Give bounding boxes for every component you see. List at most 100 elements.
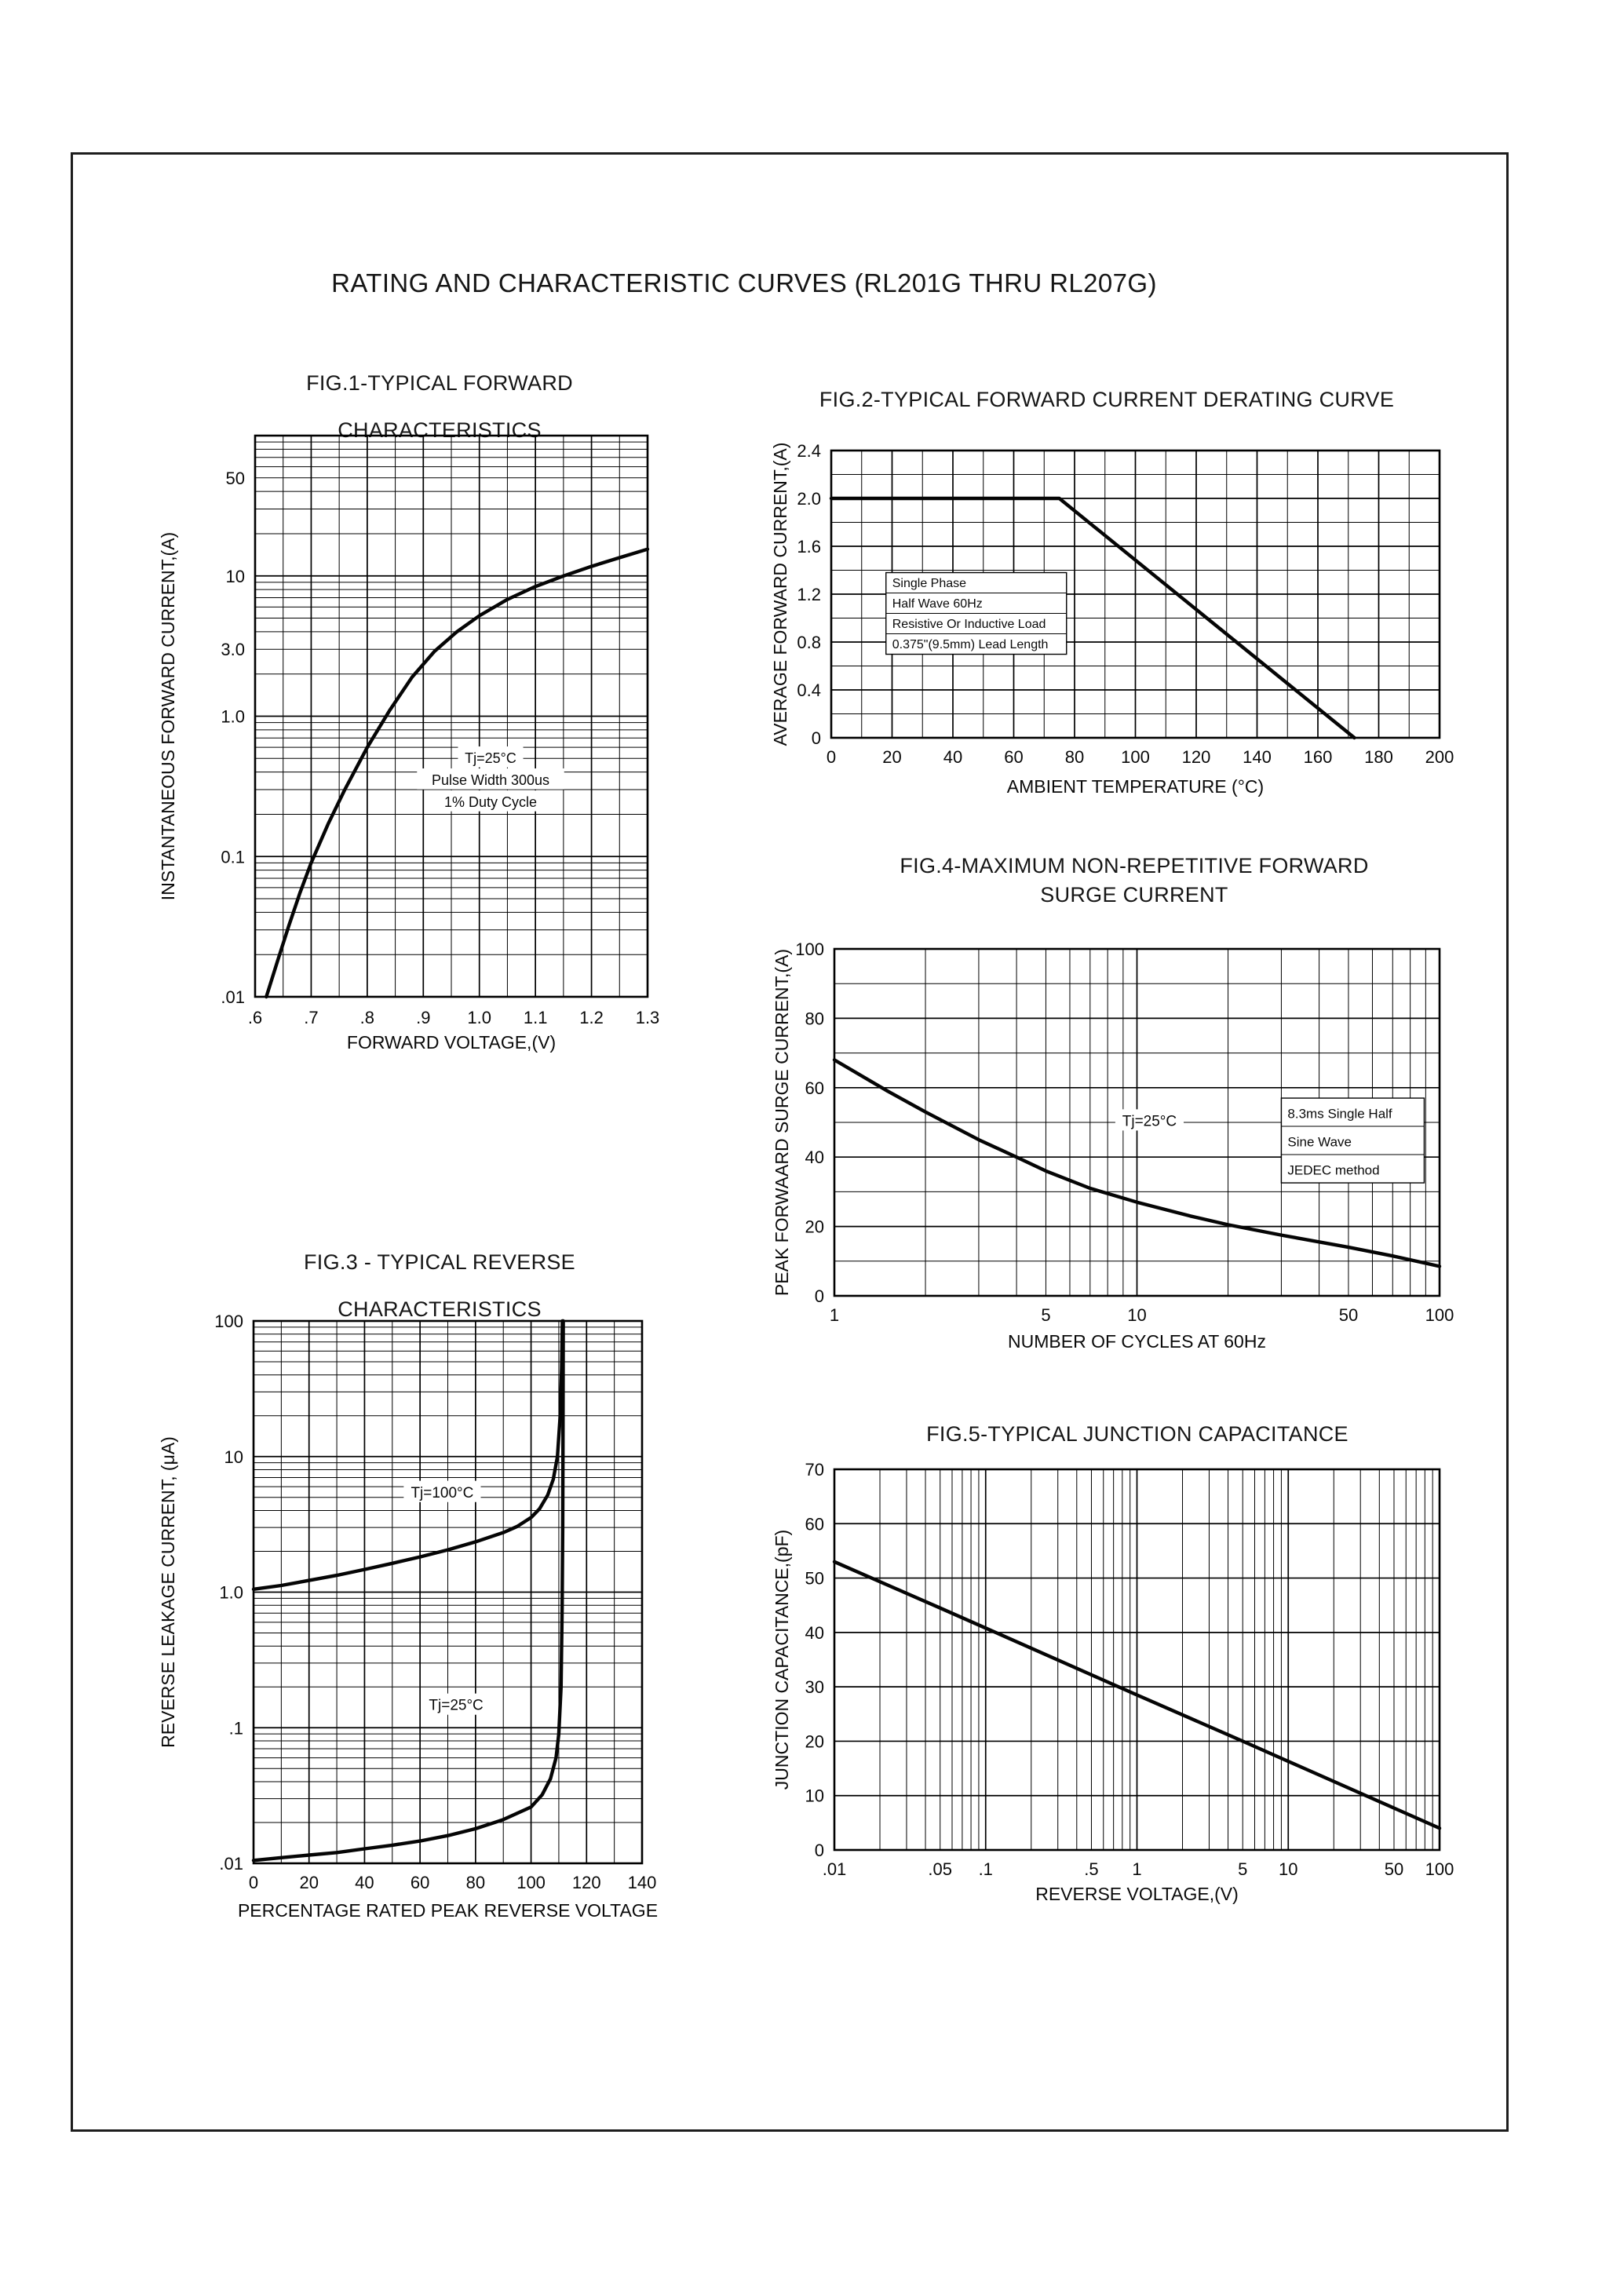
y-tick-label: 2.0	[797, 489, 821, 509]
annotation-text: Tj=25°C	[1122, 1113, 1177, 1129]
fig3-frame	[252, 1319, 644, 1865]
y-tick-label: 0.8	[797, 633, 821, 652]
y-axis-title: JUNCTION CAPACITANCE,(pF)	[772, 1530, 792, 1790]
x-tick-label: .6	[248, 1008, 262, 1027]
annotation-text: 1% Duty Cycle	[444, 794, 537, 810]
x-tick-label: .7	[304, 1008, 318, 1027]
fig5-plot: .01 .05 .1 .5 1 5 10 50 100 0 10 20 30 40 50 60 70 REVERS…	[772, 1460, 1454, 1904]
x-tick-label: 100	[1121, 747, 1150, 767]
y-tick-label: 0	[812, 728, 821, 748]
y-axis-title: INSTANTANEOUS FORWARD CURRENT,(A)	[158, 532, 178, 900]
y-tick-label: .01	[219, 1854, 243, 1874]
fig5-title-line1: FIG.5-TYPICAL JUNCTION CAPACITANCE	[926, 1422, 1348, 1446]
fig3-title-line2: CHARACTERISTICS	[338, 1297, 542, 1321]
fig1-plot: .6 .7 .8 .9 1.0 1.1 1.2 1.3 50 10 3.0 1.0 0.1 .01 FORW…	[158, 434, 659, 1053]
x-tick-label: 0	[827, 747, 836, 767]
fig5-chart: .01 .05 .1 .5 1 5 10 50 100 0 10 20 30 40 50 60 70 REVERS…	[769, 1460, 1554, 1931]
y-tick-label: 1.0	[219, 1583, 243, 1603]
x-tick-label: 60	[1004, 747, 1023, 767]
annotation-text: 8.3ms Single Half	[1287, 1106, 1392, 1121]
y-tick-label: 10	[224, 1447, 243, 1467]
fig2-curve-0	[829, 496, 1356, 740]
fig3-title: FIG.3 - TYPICAL REVERSE CHARACTERISTICS	[204, 1239, 675, 1333]
y-tick-label: .01	[221, 987, 245, 1007]
y-tick-label: 60	[805, 1514, 824, 1534]
annotation-text: Single Phase	[892, 577, 966, 590]
x-tick-label: 60	[411, 1873, 429, 1892]
fig2-frame	[830, 449, 1441, 739]
y-tick-label: 0	[815, 1841, 824, 1860]
y-tick-label: 10	[226, 567, 245, 586]
annotation-text: Resistive Or Inductive Load	[892, 618, 1046, 631]
x-tick-label: 10	[1279, 1859, 1297, 1879]
page-border	[71, 152, 1509, 2132]
x-tick-label: 20	[299, 1873, 318, 1892]
y-axis-title: PEAK FORWAARD SURGE CURRENT,(A)	[772, 949, 792, 1296]
y-tick-label: .1	[229, 1718, 243, 1738]
annotation-text: Tj=25°C	[429, 1698, 483, 1714]
y-tick-label: 70	[805, 1460, 824, 1480]
x-tick-label: 80	[466, 1873, 485, 1892]
y-tick-label: 40	[805, 1148, 824, 1167]
y-tick-label: 60	[805, 1078, 824, 1098]
x-tick-label: .5	[1084, 1859, 1098, 1879]
annotation-text: Tj=100°C	[411, 1485, 473, 1501]
x-tick-label: .8	[360, 1008, 374, 1027]
x-tick-label: 50	[1339, 1305, 1358, 1325]
x-tick-label: 1.0	[467, 1008, 491, 1027]
y-tick-label: 1.2	[797, 585, 821, 604]
fig2-title: FIG.2-TYPICAL FORWARD CURRENT DERATING C…	[730, 386, 1483, 413]
x-tick-label: .9	[416, 1008, 430, 1027]
y-tick-label: 3.0	[221, 640, 245, 659]
annotation-bg	[1115, 1109, 1184, 1131]
annotation-bg	[403, 1480, 481, 1502]
x-tick-label: 1	[1132, 1859, 1141, 1879]
x-tick-label: 1	[830, 1305, 839, 1325]
fig3-curve-0	[251, 1319, 564, 1591]
y-axis-title: AVERAGE FORWARD CURRENT,(A)	[770, 443, 790, 746]
x-axis-title: FORWARD VOLTAGE,(V)	[347, 1032, 556, 1053]
fig1-title: FIG.1-TYPICAL FORWARD CHARACTERISTICS	[204, 359, 675, 454]
fig1-curve-0	[265, 547, 650, 999]
annotation-text: Sine Wave	[1287, 1134, 1352, 1149]
y-tick-label: 100	[795, 940, 824, 959]
x-tick-label: 1.1	[524, 1008, 548, 1027]
x-tick-label: .01	[823, 1859, 847, 1879]
y-tick-label: 30	[805, 1677, 824, 1697]
x-tick-label: .1	[979, 1859, 993, 1879]
x-tick-label: 40	[943, 747, 962, 767]
fig4-curve-0	[832, 1058, 1442, 1268]
y-tick-label: 50	[805, 1569, 824, 1589]
x-tick-label: 10	[1127, 1305, 1146, 1325]
y-tick-label: 20	[805, 1217, 824, 1237]
x-tick-label: 5	[1238, 1859, 1247, 1879]
fig4-title-line2: SURGE CURRENT	[1040, 883, 1228, 907]
annotation-bg	[422, 1693, 491, 1715]
x-axis-title: NUMBER OF CYCLES AT 60Hz	[1008, 1331, 1266, 1352]
x-tick-label: 140	[1243, 747, 1272, 767]
fig2-chart: 0 20 40 60 80 100 120 140 160 180 200 0 0.4 0.8 1.2 1.6…	[769, 440, 1554, 808]
x-tick-label: 1.2	[579, 1008, 604, 1027]
fig2-title-line1: FIG.2-TYPICAL FORWARD CURRENT DERATING C…	[819, 388, 1395, 411]
annotation-bg	[433, 790, 548, 812]
y-axis-title: REVERSE LEAKAGE CURRENT, (μA)	[158, 1436, 178, 1748]
fig2-plot: 0 20 40 60 80 100 120 140 160 180 200 0 0.4 0.8 1.2 1.6…	[770, 441, 1454, 797]
y-tick-label: 0	[815, 1286, 824, 1306]
x-tick-label: 200	[1425, 747, 1454, 767]
annotation-text: Half Wave 60Hz	[892, 597, 983, 611]
x-tick-label: 0	[249, 1873, 258, 1892]
fig5-frame	[833, 1468, 1441, 1852]
y-tick-label: 1.6	[797, 537, 821, 556]
fig5-curve-0	[832, 1560, 1442, 1830]
fig3-title-line1: FIG.3 - TYPICAL REVERSE	[304, 1250, 575, 1274]
x-tick-label: 20	[882, 747, 901, 767]
fig3-chart: 0 20 40 60 80 100 120 140 100 10 1.0 .1 .01 PERCENTAG…	[118, 1312, 683, 1935]
y-tick-label: 100	[214, 1315, 243, 1331]
fig5-title: FIG.5-TYPICAL JUNCTION CAPACITANCE	[761, 1421, 1514, 1447]
y-tick-label: 0.4	[797, 680, 821, 700]
x-tick-label: 80	[1065, 747, 1084, 767]
annotation-text: Pulse Width 300us	[432, 772, 549, 788]
y-tick-label: 0.1	[221, 847, 245, 867]
y-tick-label: 40	[805, 1623, 824, 1643]
fig1-title-line1: FIG.1-TYPICAL FORWARD	[306, 371, 573, 395]
